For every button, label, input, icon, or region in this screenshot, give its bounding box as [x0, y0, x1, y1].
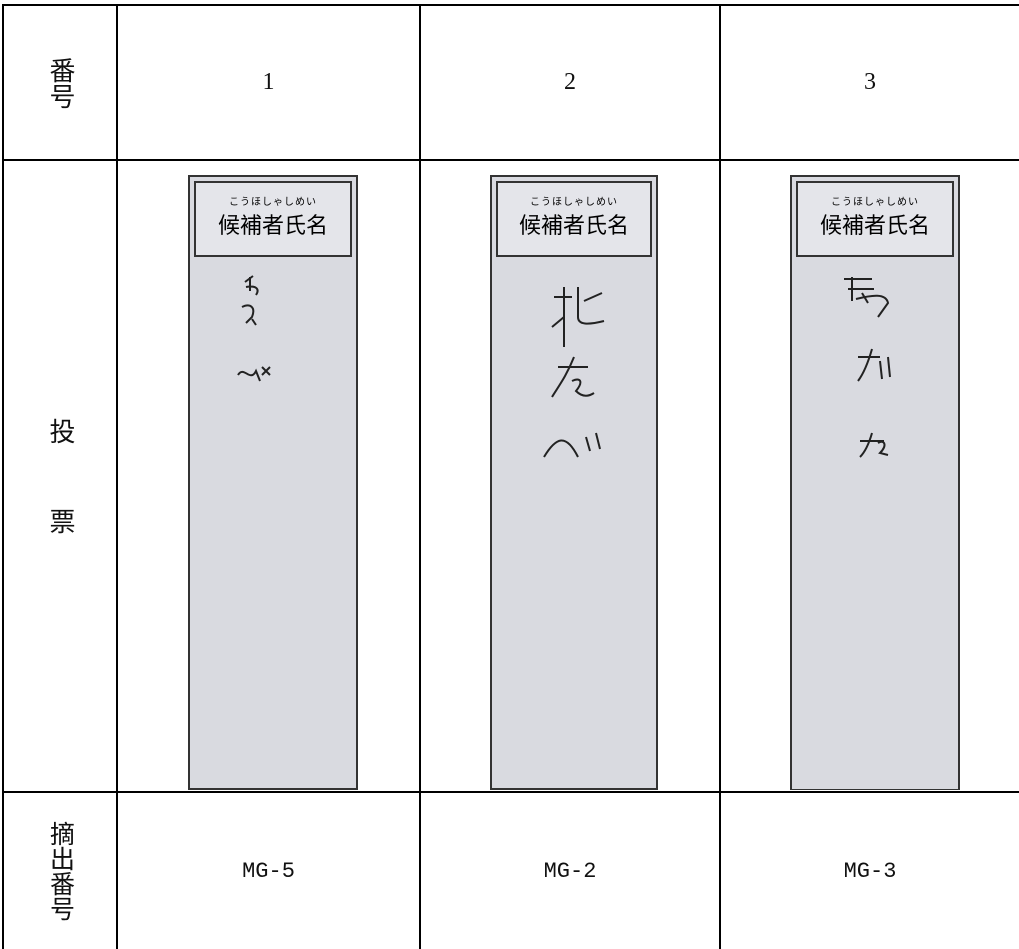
ballot: こうほしゃしめい 候補者氏名: [790, 175, 960, 790]
rule: [419, 5, 421, 949]
row-label: 番号: [46, 56, 75, 109]
furigana: こうほしゃしめい: [229, 197, 317, 208]
ballot-header: こうほしゃしめい 候補者氏名: [796, 181, 954, 257]
rule: [2, 4, 1019, 6]
column-number: 3: [864, 69, 876, 95]
extract-number: MG-5: [242, 858, 295, 884]
furigana: こうほしゃしめい: [530, 197, 618, 208]
extract-number: MG-2: [543, 858, 597, 884]
handwriting: [543, 287, 605, 458]
handwriting: [844, 277, 891, 458]
row-label: 摘出番号: [46, 821, 74, 921]
ballot: こうほしゃしめい 候補者氏名: [188, 175, 358, 790]
rule: [116, 5, 118, 949]
ballot-heading: 候補者氏名: [819, 214, 930, 239]
handwriting: [237, 275, 271, 382]
column-number: 2: [564, 69, 576, 95]
ballot-heading: 候補者氏名: [217, 214, 328, 239]
ballot-header: こうほしゃしめい 候補者氏名: [194, 181, 352, 257]
rule: [719, 5, 721, 949]
rule: [2, 5, 4, 949]
extract-number: MG-3: [843, 858, 897, 884]
rule: [2, 159, 1019, 161]
row-label: 投票: [46, 418, 75, 598]
furigana: こうほしゃしめい: [831, 197, 919, 208]
column-number: 1: [262, 69, 275, 95]
ballot-heading: 候補者氏名: [518, 214, 629, 239]
ballot-header: こうほしゃしめい 候補者氏名: [496, 181, 652, 257]
rule: [2, 791, 1019, 793]
ballot: こうほしゃしめい 候補者氏名: [490, 175, 658, 790]
